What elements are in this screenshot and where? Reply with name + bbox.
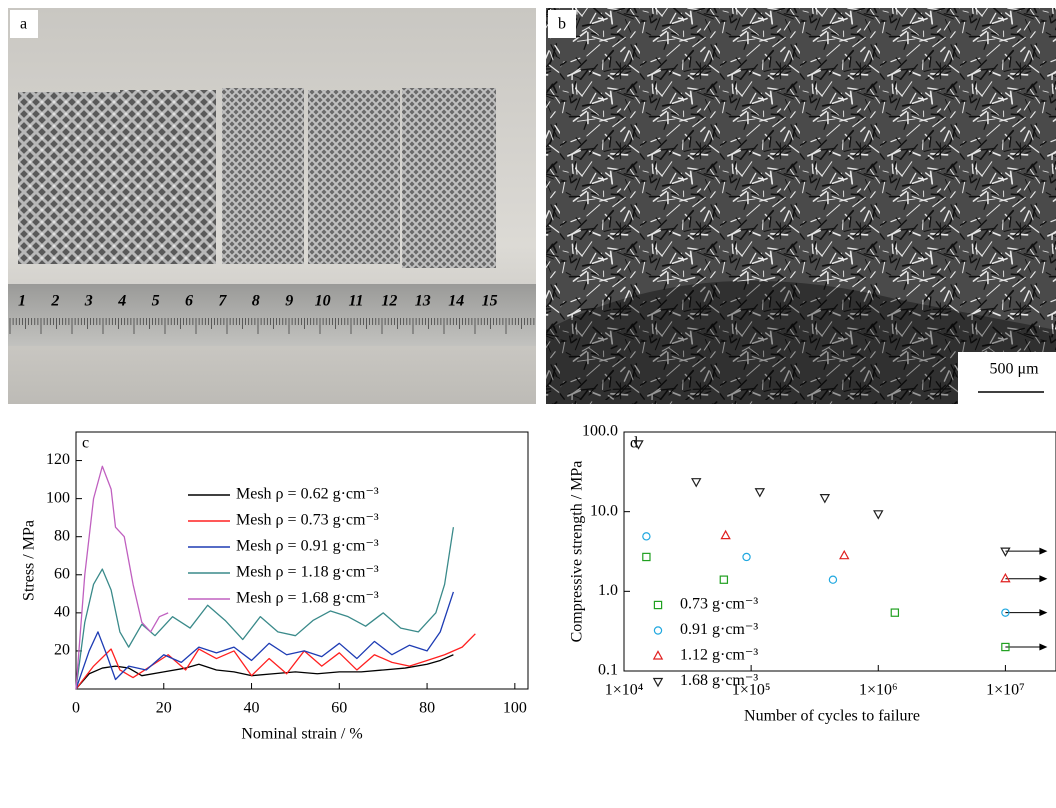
y-tick-label: 100.0 bbox=[582, 423, 618, 440]
marker bbox=[874, 511, 882, 519]
chart: 0 20 40 60 80 100 20 40 60 80 100 120 Nominal strain… bbox=[21, 432, 528, 743]
x-tick-label: 1×10⁴ bbox=[605, 682, 644, 699]
ruler-label: 6 bbox=[185, 293, 193, 310]
panel-label: a bbox=[20, 16, 27, 33]
marker bbox=[743, 553, 750, 560]
marker bbox=[840, 551, 848, 559]
y-tick-label: 10.0 bbox=[590, 502, 618, 519]
marker bbox=[1001, 574, 1009, 582]
line-series bbox=[76, 466, 168, 689]
marker bbox=[829, 576, 836, 583]
ruler-label: 1 bbox=[18, 293, 26, 310]
y-tick-label: 20 bbox=[54, 642, 70, 659]
marker bbox=[721, 531, 729, 539]
marker bbox=[654, 627, 661, 634]
y-tick-label: 80 bbox=[54, 527, 70, 544]
marker bbox=[821, 495, 829, 503]
lattice-block bbox=[120, 90, 216, 264]
marker bbox=[891, 609, 898, 616]
marker bbox=[654, 651, 662, 659]
x-axis-label: Number of cycles to failure bbox=[744, 708, 920, 725]
runout-arrow-head bbox=[1039, 548, 1047, 555]
panel-label: b bbox=[558, 16, 566, 33]
marker bbox=[654, 601, 661, 608]
ruler-label: 11 bbox=[348, 293, 363, 310]
legend-label: Mesh ρ = 0.62 g·cm⁻³ bbox=[236, 486, 379, 503]
x-tick-label: 1×10⁶ bbox=[859, 682, 898, 699]
lattice-block bbox=[18, 92, 122, 264]
legend-label: Mesh ρ = 0.91 g·cm⁻³ bbox=[236, 538, 379, 555]
panel-label: d bbox=[630, 435, 638, 452]
ruler-label: 14 bbox=[448, 293, 464, 310]
x-tick-label: 100 bbox=[503, 700, 527, 717]
line-series bbox=[76, 634, 475, 689]
runout-arrow-head bbox=[1039, 609, 1047, 616]
legend-label: 0.73 g·cm⁻³ bbox=[680, 596, 758, 613]
lattice-block bbox=[308, 90, 400, 264]
scale-bar-label: 500 μm bbox=[989, 361, 1039, 378]
ruler-label: 5 bbox=[152, 293, 160, 310]
photo-b: 500 μm b bbox=[546, 8, 1056, 404]
plot-frame bbox=[76, 432, 528, 689]
ruler-label: 7 bbox=[218, 293, 227, 310]
ruler-label: 8 bbox=[252, 293, 260, 310]
legend-label: Mesh ρ = 1.68 g·cm⁻³ bbox=[236, 590, 379, 607]
legend-label: Mesh ρ = 0.73 g·cm⁻³ bbox=[236, 512, 379, 529]
marker bbox=[654, 679, 662, 687]
figure: 123456789101112131415 a 500 μm b 0204060… bbox=[0, 0, 1056, 808]
lattice-block bbox=[222, 88, 304, 264]
ruler-label: 10 bbox=[315, 293, 331, 310]
x-tick-label: 20 bbox=[156, 700, 172, 717]
x-tick-label: 80 bbox=[419, 700, 435, 717]
legend-label: Mesh ρ = 1.18 g·cm⁻³ bbox=[236, 564, 379, 581]
marker bbox=[643, 553, 650, 560]
marker bbox=[756, 489, 764, 497]
marker bbox=[1001, 548, 1009, 556]
marker bbox=[692, 479, 700, 487]
y-axis-label: Stress / MPa bbox=[21, 520, 38, 601]
y-tick-label: 60 bbox=[54, 565, 70, 582]
y-tick-label: 40 bbox=[54, 604, 70, 621]
y-tick-label: 100 bbox=[46, 489, 70, 506]
ruler-label: 2 bbox=[50, 293, 59, 310]
panel-label: c bbox=[82, 435, 89, 452]
x-axis-label: Nominal strain / % bbox=[241, 726, 362, 743]
ruler-label: 4 bbox=[117, 293, 126, 310]
runout-arrow-head bbox=[1039, 644, 1047, 651]
x-tick-label: 1×10⁷ bbox=[986, 682, 1025, 699]
x-tick-label: 0 bbox=[72, 700, 80, 717]
x-tick-label: 40 bbox=[244, 700, 260, 717]
legend-label: 1.68 g·cm⁻³ bbox=[680, 672, 758, 689]
line-series bbox=[76, 655, 453, 689]
y-tick-label: 120 bbox=[46, 451, 70, 468]
ruler-label: 9 bbox=[285, 293, 293, 310]
ruler-label: 13 bbox=[415, 293, 431, 310]
y-tick-label: 0.1 bbox=[598, 662, 618, 679]
marker bbox=[720, 576, 727, 583]
ruler-label: 12 bbox=[381, 293, 397, 310]
marker bbox=[643, 533, 650, 540]
x-tick-label: 60 bbox=[331, 700, 347, 717]
ruler-label: 15 bbox=[482, 293, 498, 310]
runout-arrow-head bbox=[1039, 575, 1047, 582]
y-axis-label: Compressive strength / MPa bbox=[569, 461, 586, 643]
y-tick-label: 1.0 bbox=[598, 582, 618, 599]
legend-label: 1.12 g·cm⁻³ bbox=[680, 647, 758, 664]
lattice-block bbox=[402, 88, 496, 268]
legend-label: 0.91 g·cm⁻³ bbox=[680, 621, 758, 638]
ruler-label: 3 bbox=[84, 293, 93, 310]
